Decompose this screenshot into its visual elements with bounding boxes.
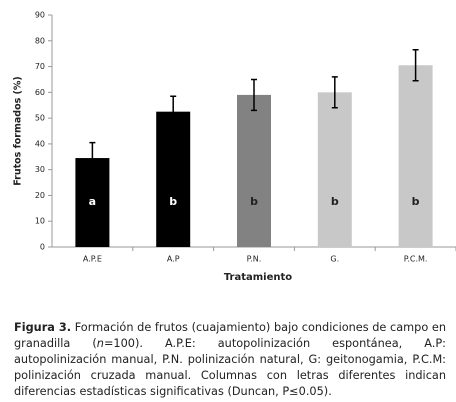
group-label: b [412,195,420,208]
error-bar [89,141,96,175]
y-tick-label: 90 [35,11,45,20]
x-tick-label: P.N. [247,255,262,264]
error-bar [251,78,257,112]
bar [156,111,191,248]
caption-label: Figura 3. [14,321,72,334]
y-tick-label: 60 [35,88,45,97]
caption: Figura 3. Formación de frutos (cuajamien… [14,320,446,400]
x-tick-label: P.C.M. [404,255,428,264]
x-tick-label: G. [330,255,339,264]
x-tick-label: A.P [167,255,180,264]
y-tick-label: 40 [35,139,45,148]
group-label: b [250,195,258,208]
caption-italic: n [96,337,104,350]
x-tick-label: A.P.E [83,255,102,264]
group-label: a [89,195,96,208]
error-bar [170,95,177,128]
y-tick-label: 50 [35,114,45,123]
bar [317,92,352,247]
caption-text: =100). A.P.E: autopolinización espontáne… [14,337,446,398]
group-label: b [331,195,339,208]
y-tick-label: 70 [35,62,45,71]
y-tick-label: 80 [35,36,45,45]
y-tick-label: 30 [35,165,45,174]
error-bar [331,76,338,109]
chart: Frutos formados (%) Tratamiento 0 10 20 30 4… [13,11,456,283]
y-tick-label: 10 [35,217,45,226]
y-tick-label: 20 [35,191,45,200]
y-axis-label: Frutos formados (%) [13,76,24,186]
group-label: b [169,195,177,208]
x-axis-label: Tratamiento [224,272,292,283]
caption-text: Formación de frutos (cuajamiento) bajo c… [14,321,446,350]
y-tick-label: 0 [40,243,45,252]
bar [398,65,433,248]
bar [237,94,271,248]
error-bar [412,49,419,82]
